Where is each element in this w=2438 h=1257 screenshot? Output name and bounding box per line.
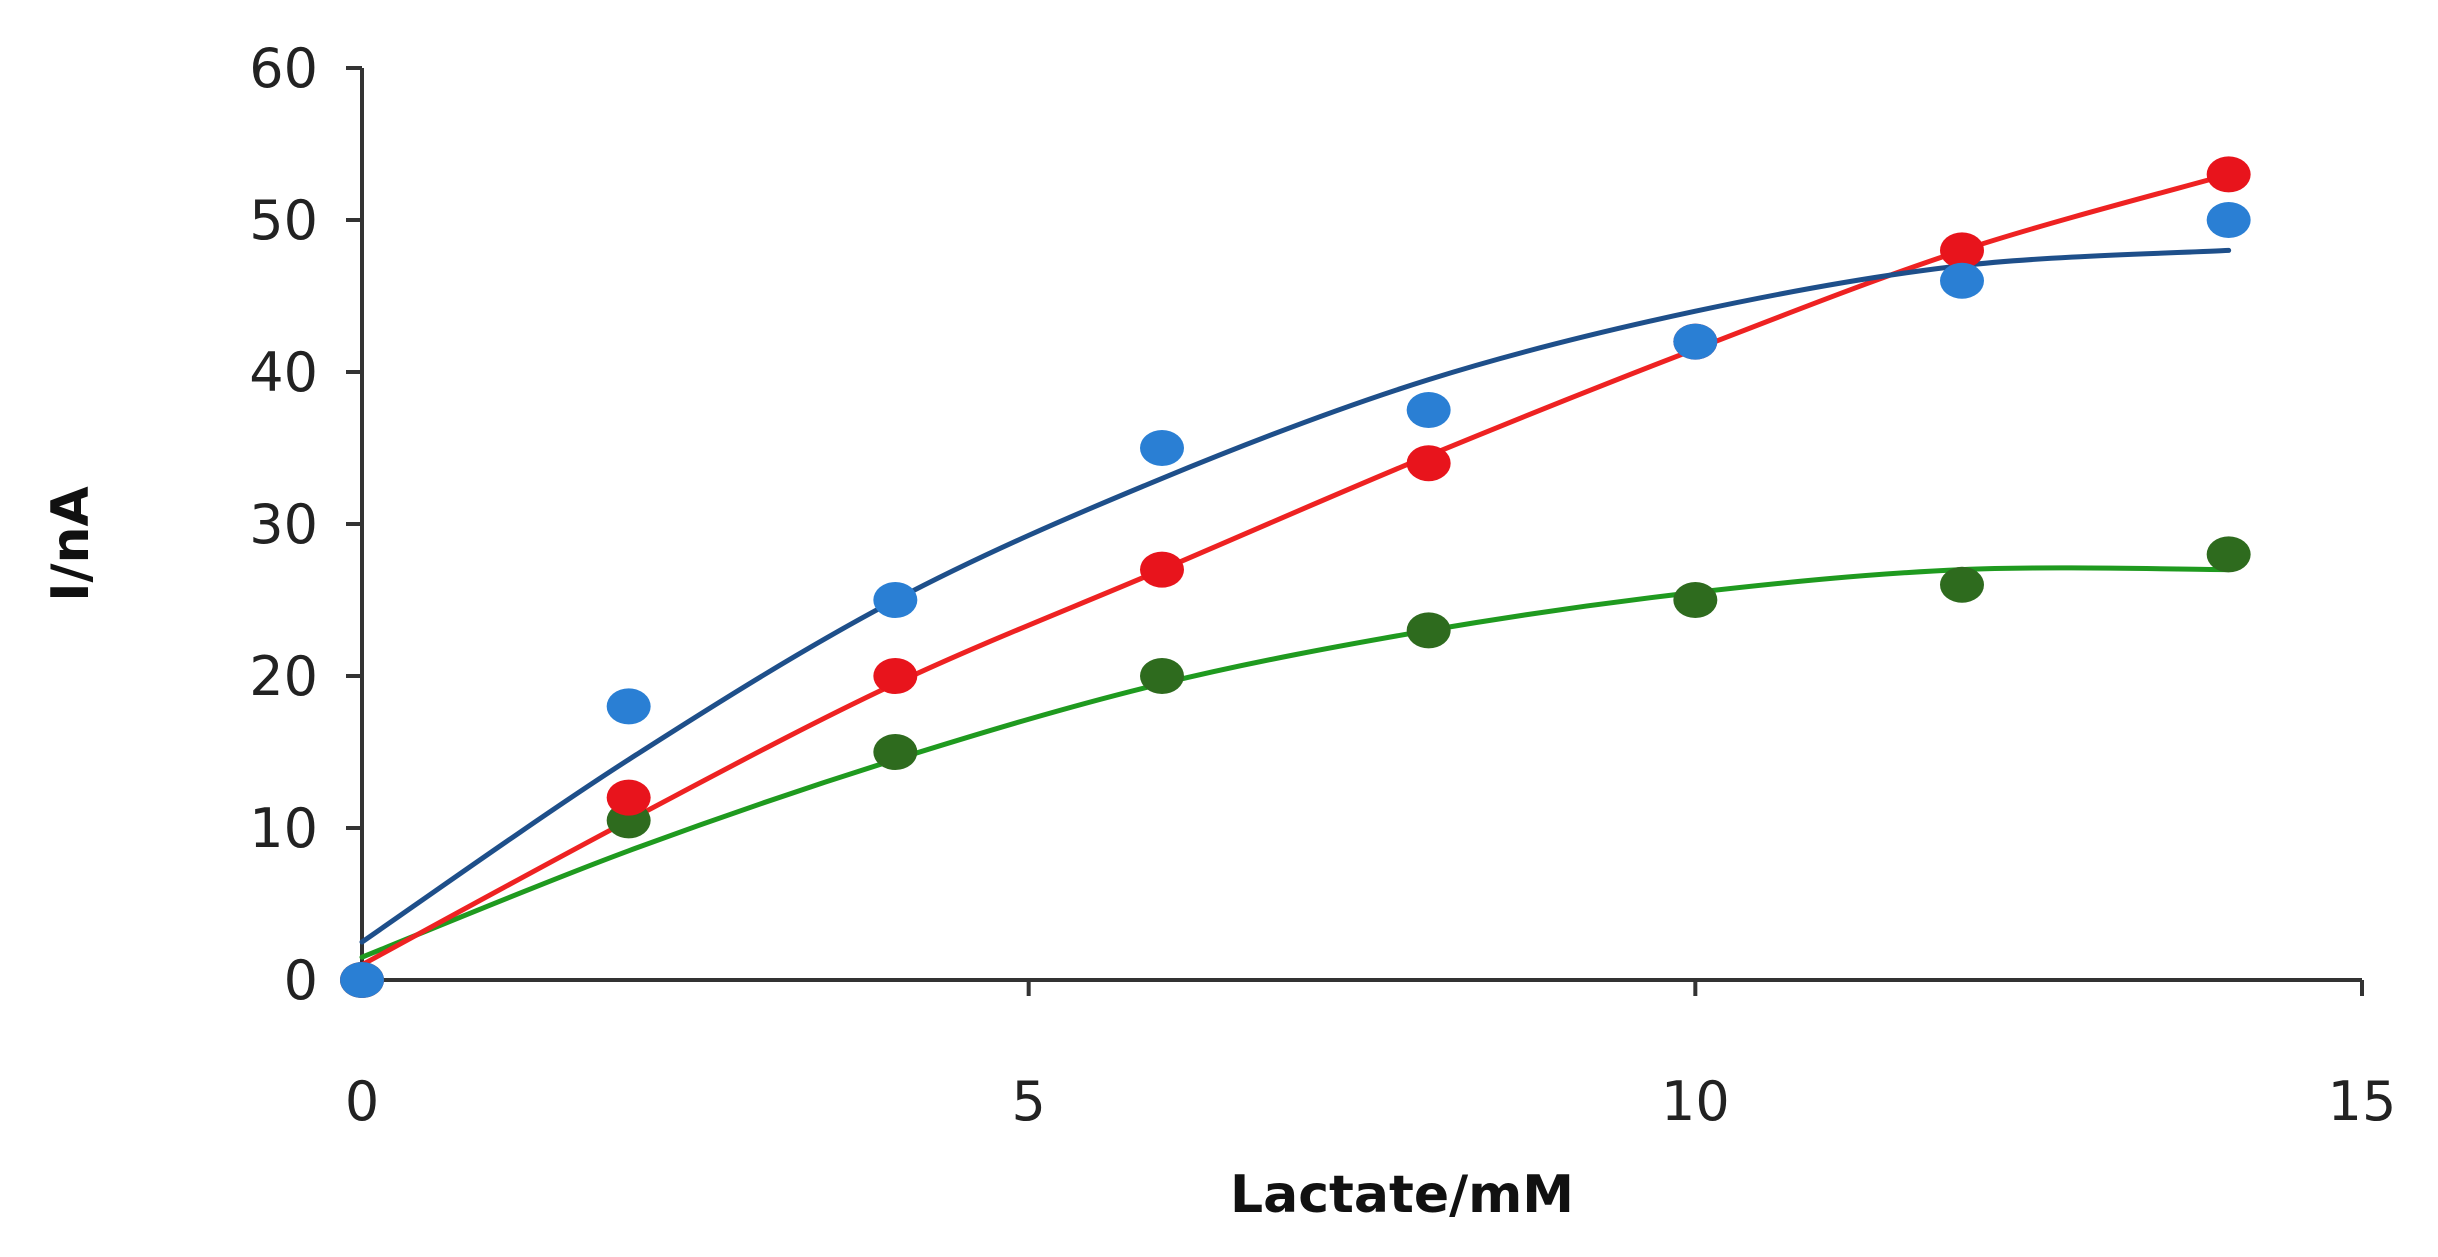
ticks: 0 10 20 30 40 50 60 0 5 10 15 — [249, 37, 2396, 1133]
blue-data-point — [1940, 262, 1984, 299]
blue-data-point — [2206, 202, 2251, 238]
y-tick-label: 30 — [249, 493, 318, 556]
y-tick-label: 40 — [249, 341, 318, 404]
blue-data-point — [1673, 323, 1718, 360]
y-axis-title: I/nA — [41, 486, 101, 602]
y-tick-label: 10 — [249, 797, 318, 860]
green-data-point — [1673, 582, 1718, 618]
fit-lines — [359, 171, 2232, 968]
y-tick-label: 20 — [249, 645, 318, 708]
blue-data-point — [873, 582, 918, 618]
blue-fit-line — [359, 247, 2232, 945]
x-tick-label: 10 — [1661, 1070, 1730, 1133]
red-data-point — [1940, 232, 1984, 269]
green-data-point — [1406, 612, 1451, 649]
y-tick-label: 50 — [249, 189, 318, 252]
red-fit-line — [359, 171, 2232, 968]
green-data-point — [1940, 566, 1984, 603]
x-axis-title: Lactate/mM — [1230, 1165, 1574, 1225]
green-data-point — [2206, 536, 2251, 573]
blue-data-point — [1140, 430, 1184, 466]
green-fit-line — [359, 565, 2232, 960]
red-data-point — [2206, 156, 2251, 193]
blue-data-point — [340, 962, 384, 998]
blue-data-point — [606, 688, 651, 725]
red-data-point — [1140, 551, 1184, 588]
y-tick-label: 0 — [284, 949, 318, 1012]
data-points — [340, 156, 2251, 998]
green-data-point — [1140, 658, 1184, 694]
red-data-point — [873, 658, 918, 694]
y-tick-label: 60 — [249, 37, 318, 100]
blue-data-point — [1406, 392, 1451, 428]
x-tick-label: 15 — [2328, 1070, 2397, 1133]
x-tick-label: 0 — [345, 1070, 379, 1133]
red-data-point — [1406, 445, 1451, 482]
red-data-point — [606, 779, 651, 816]
x-tick-label: 5 — [1011, 1070, 1045, 1133]
axes — [360, 68, 2362, 982]
green-data-point — [873, 734, 918, 770]
